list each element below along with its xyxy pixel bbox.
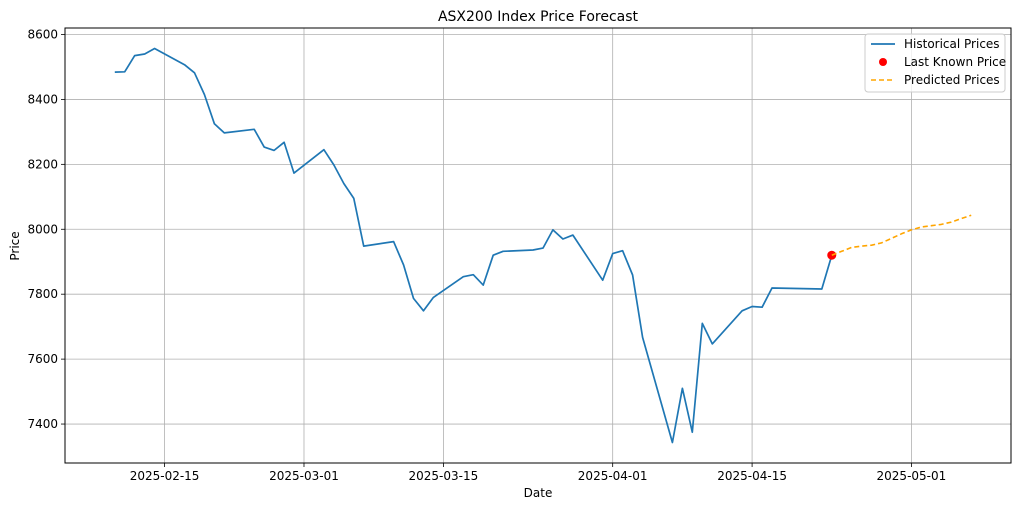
y-tick-label: 7600 [27, 352, 58, 366]
legend-swatch-last-known [879, 58, 887, 66]
x-tick-label: 2025-05-01 [877, 469, 947, 483]
x-axis-label: Date [524, 486, 553, 500]
x-tick-label: 2025-02-15 [130, 469, 200, 483]
plot-frame [64, 27, 1012, 464]
chart-title: ASX200 Index Price Forecast [438, 9, 639, 25]
y-axis-label: Price [8, 231, 22, 260]
y-tick-label: 8400 [27, 92, 58, 106]
legend-box [864, 33, 1006, 93]
y-tick-label: 8600 [27, 27, 58, 41]
y-axis: 7400 7600 7800 8000 8200 8400 8600 [27, 27, 65, 431]
x-axis: 2025-02-15 2025-03-01 2025-03-15 2025-04-01… [130, 463, 947, 483]
legend: Historical Prices Last Known Price Predi… [864, 33, 1006, 93]
x-tick-label: 2025-04-15 [717, 469, 787, 483]
predicted-prices-line [831, 214, 972, 256]
y-tick-label: 8000 [27, 222, 58, 236]
y-tick-label: 7800 [27, 287, 58, 301]
plot-area [114, 47, 972, 444]
historical-prices-line [114, 47, 833, 444]
y-tick-label: 7400 [27, 417, 58, 431]
legend-label-historical: Historical Prices [904, 37, 1000, 51]
x-tick-label: 2025-03-15 [409, 469, 479, 483]
y-tick-label: 8200 [27, 157, 58, 171]
x-tick-label: 2025-03-01 [269, 469, 339, 483]
legend-label-last-known: Last Known Price [904, 55, 1006, 69]
x-tick-label: 2025-04-01 [578, 469, 648, 483]
legend-label-predicted: Predicted Prices [904, 73, 1000, 87]
grid [65, 28, 1011, 463]
last-known-price-point [827, 250, 837, 260]
